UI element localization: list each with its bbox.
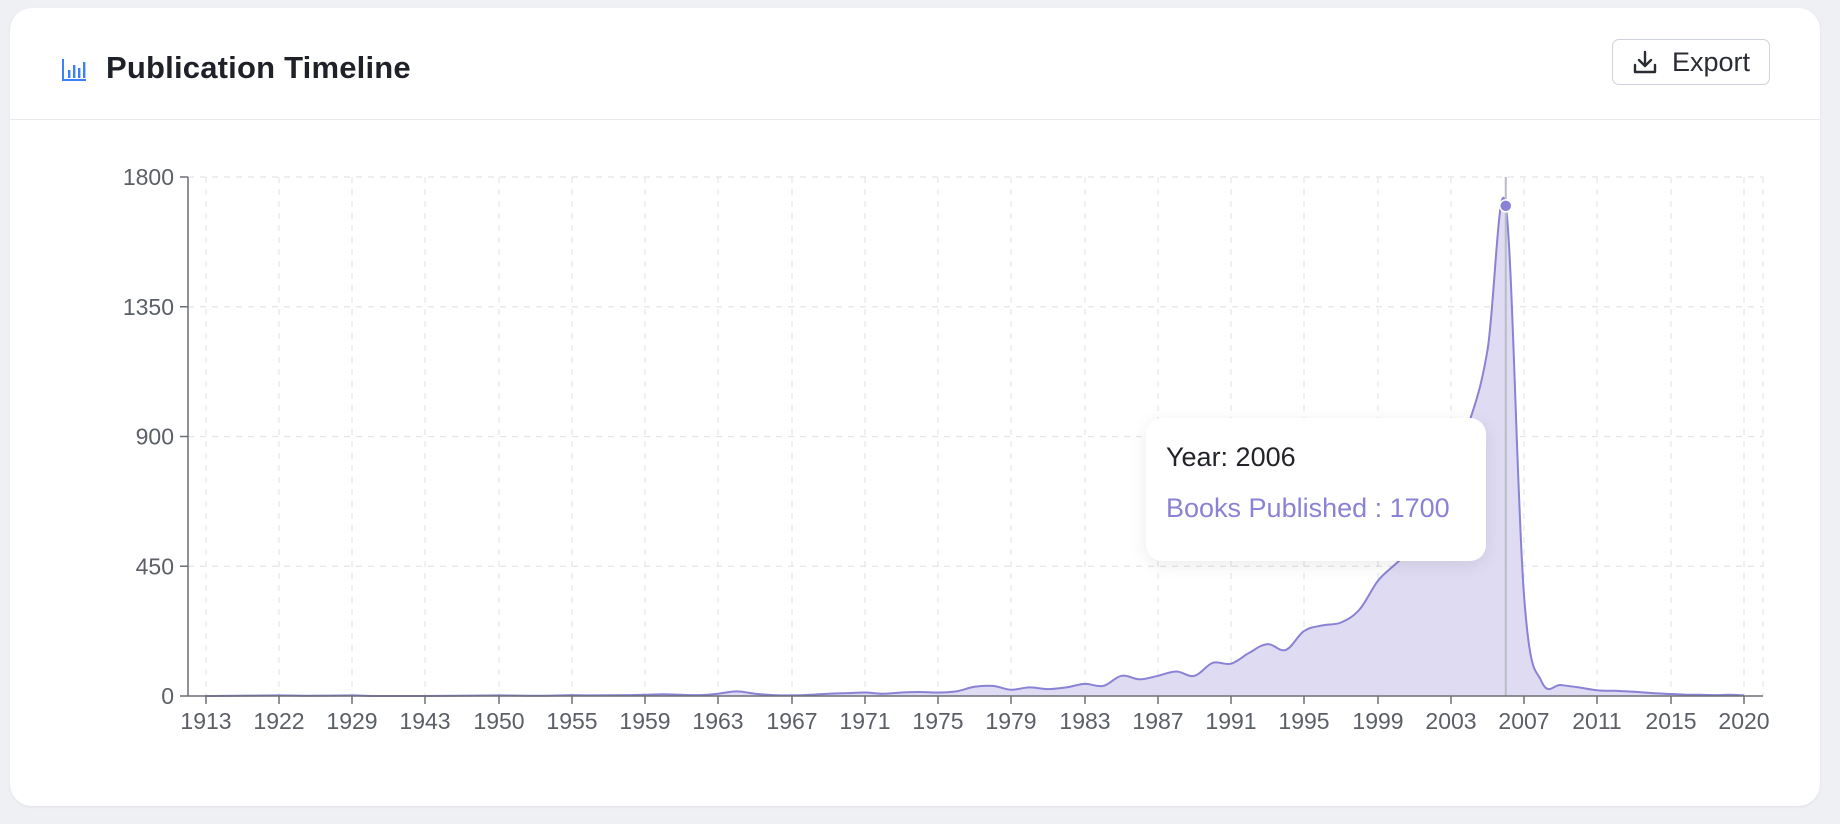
tooltip-value: Books Published : 1700 (1166, 493, 1450, 523)
card-header: Publication Timeline Export (10, 8, 1820, 120)
x-tick-label: 2003 (1425, 708, 1476, 734)
x-tick-label: 1913 (180, 708, 231, 734)
x-tick-label: 1971 (839, 708, 890, 734)
x-tick-label: 1943 (399, 708, 450, 734)
page-title: Publication Timeline (106, 50, 411, 85)
x-tick-label: 2011 (1572, 708, 1621, 734)
export-label: Export (1671, 46, 1751, 77)
download-icon (1633, 50, 1657, 74)
tooltip-year: Year: 2006 (1166, 442, 1296, 472)
x-tick-label: 2020 (1718, 708, 1769, 734)
chart-tooltip: Year: 2006 Books Published : 1700 (1146, 418, 1486, 561)
y-tick-label: 900 (136, 424, 174, 450)
x-tick-label: 1975 (912, 708, 963, 734)
x-tick-label: 2015 (1645, 708, 1696, 734)
x-tick-label: 1995 (1278, 708, 1329, 734)
y-tick-label: 1350 (123, 294, 174, 320)
series-area (205, 197, 1745, 697)
x-tick-label: 1991 (1205, 708, 1256, 734)
publication-timeline-card: Publication Timeline Export (10, 8, 1820, 806)
export-button[interactable]: Export (1612, 39, 1770, 85)
x-tick-label: 1955 (546, 708, 597, 734)
highlight-point[interactable] (1499, 199, 1513, 213)
x-tick-label: 1987 (1132, 708, 1183, 734)
x-tick-label: 1983 (1059, 708, 1110, 734)
x-tick-label: 2007 (1498, 708, 1549, 734)
x-tick-label: 1922 (253, 708, 304, 734)
y-tick-label: 0 (161, 683, 174, 709)
x-tick-label: 1999 (1352, 708, 1403, 734)
x-tick-label: 1979 (985, 708, 1036, 734)
x-tick-label: 1963 (692, 708, 743, 734)
x-tick-label: 1967 (766, 708, 817, 734)
series-line (204, 196, 1745, 697)
chart-axes: 0 450 900 1350 1800 1913 1922 1929 1943 1950 1955 1… (123, 164, 1770, 734)
x-tick-label: 1950 (473, 708, 524, 734)
bar-chart-icon (62, 59, 86, 81)
x-tick-label: 1929 (326, 708, 377, 734)
y-tick-label: 450 (136, 553, 174, 579)
x-tick-label: 1959 (619, 708, 670, 734)
y-tick-label: 1800 (123, 164, 174, 190)
